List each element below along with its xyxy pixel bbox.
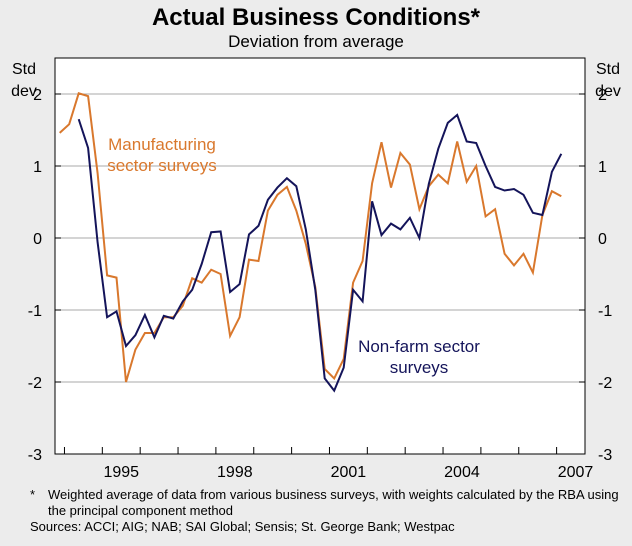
x-tick-marks: [63, 447, 558, 454]
footnote: * Weighted average of data from various …: [30, 487, 620, 519]
y-tick-label-left: 2: [33, 87, 42, 104]
x-tick-label: 2007: [558, 464, 594, 481]
y-axis-unit-left-line1: Std: [12, 61, 36, 78]
sources-line: Sources: ACCI; AIG; NAB; SAI Global; Sen…: [30, 519, 455, 534]
y-tick-label-right: 2: [598, 87, 607, 104]
y-tick-label-right: -2: [598, 375, 612, 392]
footnote-marker: *: [30, 487, 36, 502]
gridlines: [55, 93, 585, 455]
y-tick-label-left: -3: [28, 447, 42, 464]
manufacturing-series-label-line2: sector surveys: [107, 156, 217, 175]
y-tick-label-left: -1: [28, 303, 42, 320]
chart-subtitle: Deviation from average: [228, 32, 404, 51]
x-tick-label: 2004: [444, 464, 480, 481]
y-tick-label-right: -1: [598, 303, 612, 320]
manufacturing-series-label-line1: Manufacturing: [108, 135, 216, 154]
x-tick-label: 1995: [103, 464, 139, 481]
y-tick-label-right: 0: [598, 231, 607, 248]
y-tick-label-right: 1: [598, 159, 607, 176]
y-axis-unit-right-line1: Std: [596, 61, 620, 78]
nonfarm-series-label-line1: Non-farm sector: [358, 337, 480, 356]
x-tick-label: 2001: [331, 464, 367, 481]
plot-area: [54, 57, 586, 455]
x-tick-label: 1998: [217, 464, 253, 481]
footnote-text: Weighted average of data from various bu…: [48, 487, 619, 518]
x-tick-labels: 1995 1998 2001 2004 2007: [103, 464, 593, 481]
y-tick-label-left: 1: [33, 159, 42, 176]
y-tick-labels: 2 2 1 1 0 0 -1 -1 -2 -2 -3 -3: [28, 87, 613, 464]
nonfarm-series-label-line2: surveys: [390, 358, 449, 377]
y-axis-unit-left-line2: dev: [11, 83, 37, 100]
nonfarm-series-line: [77, 113, 563, 393]
y-tick-label-left: 0: [33, 231, 42, 248]
y-tick-label-left: -2: [28, 375, 42, 392]
y-axis-unit-right-line2: dev: [595, 83, 621, 100]
chart-notes: * Weighted average of data from various …: [30, 487, 620, 535]
chart-title: Actual Business Conditions*: [152, 4, 481, 31]
y-tick-label-right: -3: [598, 447, 612, 464]
